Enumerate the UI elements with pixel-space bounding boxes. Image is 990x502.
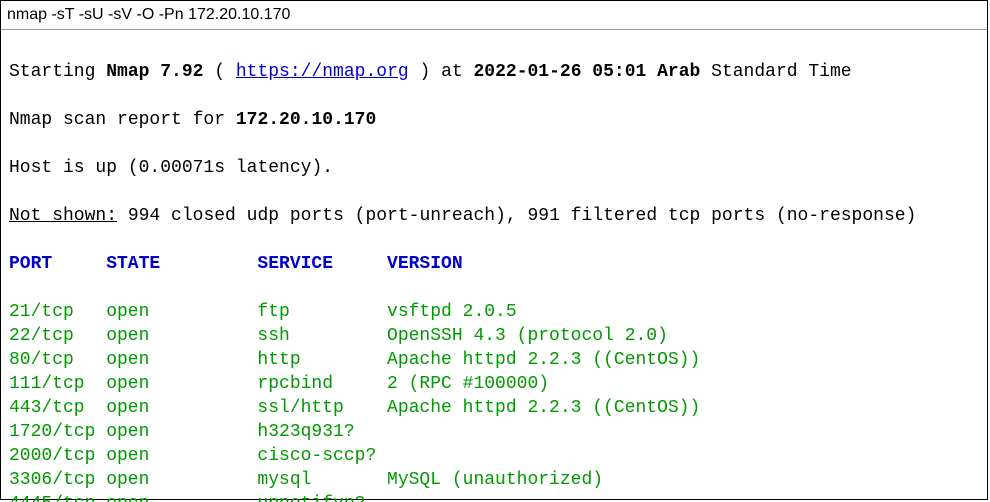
not-shown-line: Not shown: 994 closed udp ports (port-un…	[9, 204, 979, 228]
table-header: PORTSTATESERVICEVERSION	[9, 252, 979, 276]
terminal-output: Starting Nmap 7.92 ( https://nmap.org ) …	[1, 30, 987, 502]
cell-port: 2000/tcp	[9, 444, 106, 468]
cell-state: open	[106, 468, 257, 492]
cell-version: Apache httpd 2.2.3 ((CentOS))	[387, 396, 700, 420]
hdr-port: PORT	[9, 252, 106, 276]
cell-state: open	[106, 420, 257, 444]
cell-state: open	[106, 396, 257, 420]
cell-service: mysql	[257, 468, 387, 492]
cell-version: 2 (RPC #100000)	[387, 372, 549, 396]
intro-line: Starting Nmap 7.92 ( https://nmap.org ) …	[9, 60, 979, 84]
cell-service: rpcbind	[257, 372, 387, 396]
cell-state: open	[106, 372, 257, 396]
cell-port: 4445/tcp	[9, 492, 106, 502]
cell-service: upnotifyp?	[257, 492, 387, 502]
cell-service: ssl/http	[257, 396, 387, 420]
cell-state: open	[106, 444, 257, 468]
not-shown-rest: 994 closed udp ports (port-unreach), 991…	[117, 206, 916, 226]
window-title: nmap -sT -sU -sV -O -Pn 172.20.10.170	[1, 1, 987, 30]
hdr-state: STATE	[106, 252, 257, 276]
intro-paren-close: ) at	[409, 62, 474, 82]
table-row: 80/tcpopenhttpApache httpd 2.2.3 ((CentO…	[9, 348, 979, 372]
cell-version: vsftpd 2.0.5	[387, 300, 517, 324]
cell-version: MySQL (unauthorized)	[387, 468, 603, 492]
cell-port: 21/tcp	[9, 300, 106, 324]
table-row: 21/tcpopenftpvsftpd 2.0.5	[9, 300, 979, 324]
table-row: 111/tcpopenrpcbind2 (RPC #100000)	[9, 372, 979, 396]
table-row: 3306/tcpopenmysqlMySQL (unauthorized)	[9, 468, 979, 492]
intro-nmap-ver: Nmap 7.92	[106, 62, 203, 82]
intro-starting: Starting	[9, 62, 106, 82]
cell-port: 443/tcp	[9, 396, 106, 420]
table-row: 4445/tcpopenupnotifyp?	[9, 492, 979, 502]
table-row: 1720/tcpopenh323q931?	[9, 420, 979, 444]
cell-state: open	[106, 348, 257, 372]
intro-paren-open: (	[203, 62, 235, 82]
nmap-url-link[interactable]: https://nmap.org	[236, 62, 409, 82]
host-line: Host is up (0.00071s latency).	[9, 156, 979, 180]
scan-report-prefix: Nmap scan report for	[9, 110, 236, 130]
cell-version: Apache httpd 2.2.3 ((CentOS))	[387, 348, 700, 372]
table-row: 443/tcpopenssl/httpApache httpd 2.2.3 ((…	[9, 396, 979, 420]
cell-port: 111/tcp	[9, 372, 106, 396]
terminal-window: nmap -sT -sU -sV -O -Pn 172.20.10.170 St…	[0, 0, 988, 500]
not-shown-label: Not shown:	[9, 206, 117, 226]
cell-service: ssh	[257, 324, 387, 348]
cell-port: 1720/tcp	[9, 420, 106, 444]
scan-report-line: Nmap scan report for 172.20.10.170	[9, 108, 979, 132]
cell-state: open	[106, 300, 257, 324]
intro-tz-tail: Standard Time	[700, 62, 851, 82]
hdr-version: VERSION	[387, 252, 463, 276]
hdr-service: SERVICE	[257, 252, 387, 276]
cell-version: OpenSSH 4.3 (protocol 2.0)	[387, 324, 668, 348]
scan-report-ip: 172.20.10.170	[236, 110, 376, 130]
cell-service: http	[257, 348, 387, 372]
intro-datetime: 2022-01-26 05:01 Arab	[473, 62, 700, 82]
cell-port: 22/tcp	[9, 324, 106, 348]
cell-state: open	[106, 492, 257, 502]
cell-state: open	[106, 324, 257, 348]
cell-port: 3306/tcp	[9, 468, 106, 492]
cell-service: cisco-sccp?	[257, 444, 387, 468]
cell-port: 80/tcp	[9, 348, 106, 372]
table-row: 2000/tcpopencisco-sccp?	[9, 444, 979, 468]
cell-service: h323q931?	[257, 420, 387, 444]
cell-service: ftp	[257, 300, 387, 324]
table-row: 22/tcpopensshOpenSSH 4.3 (protocol 2.0)	[9, 324, 979, 348]
